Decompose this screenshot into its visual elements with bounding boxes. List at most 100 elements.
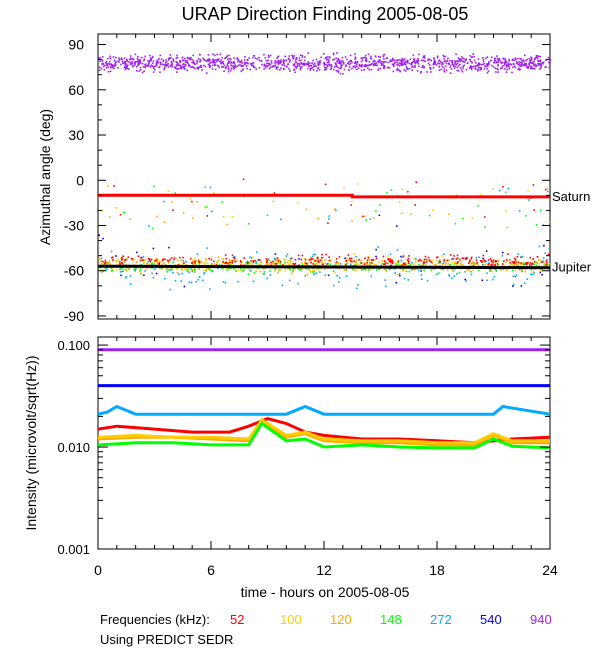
scatter-point [444,65,447,67]
scatter-point [536,64,538,67]
scatter-point [531,263,533,265]
scatter-point [191,66,194,68]
scatter-point [279,260,282,263]
scatter-point [209,65,212,67]
scatter-point [394,59,396,61]
scatter-point [243,267,246,270]
scatter-point [433,62,436,64]
scatter-point [247,261,250,264]
scatter-point [317,66,320,69]
scatter-point [142,256,145,258]
scatter-point [214,54,216,57]
scatter-point [179,256,181,259]
scatter-point [518,63,521,65]
scatter-point [307,52,310,54]
scatter-point [244,56,246,58]
scatter-point [129,218,131,221]
scatter-point [354,60,357,63]
scatter-point [264,267,266,270]
scatter-point [409,58,412,60]
scatter-point [393,59,395,62]
scatter-point [513,258,516,261]
scatter-point [471,256,473,259]
scatter-point [203,270,205,272]
scatter-point [118,57,120,60]
scatter-point [298,264,300,266]
scatter-point [427,256,430,259]
scatter-point [173,66,176,68]
scatter-point [274,268,276,271]
scatter-point [492,261,494,264]
scatter-point [422,264,425,266]
scatter-point [191,267,193,269]
scatter-point [169,258,171,261]
scatter-point [121,270,124,273]
scatter-point [232,66,234,69]
scatter-point [180,67,182,70]
scatter-point [218,66,221,69]
scatter-point [334,62,337,64]
scatter-point [191,269,194,271]
scatter-point [196,201,198,203]
scatter-point [214,62,216,64]
scatter-point [410,63,412,65]
scatter-point [482,254,485,257]
scatter-point [186,61,189,64]
scatter-point [240,65,243,67]
scatter-point [448,213,450,216]
scatter-point [458,271,461,274]
scatter-point [547,190,549,193]
scatter-point [112,256,114,259]
scatter-point [429,68,432,70]
scatter-point [337,264,339,266]
scatter-point [339,72,342,75]
scatter-point [313,269,316,272]
scatter-point [185,264,187,266]
scatter-point [389,268,391,271]
scatter-point [454,65,457,68]
scatter-point [304,258,306,260]
scatter-point [132,58,135,61]
scatter-point [171,201,173,203]
scatter-point [144,258,146,261]
source-note: Using PREDICT SEDR [100,632,234,647]
scatter-point [397,273,399,276]
scatter-point [543,262,546,265]
scatter-point [507,64,510,67]
scatter-point [299,269,301,271]
scatter-point [122,62,124,64]
scatter-point [276,56,279,58]
scatter-point [521,269,524,272]
scatter-point [125,58,128,61]
scatter-point [432,259,434,261]
time-axis-label: time - hours on 2005-08-05 [241,584,410,600]
scatter-point [182,64,184,66]
scatter-point [309,269,311,272]
scatter-point [440,68,443,71]
scatter-point [537,262,539,265]
scatter-point [366,262,368,264]
scatter-point [151,227,154,230]
scatter-point [229,259,232,261]
scatter-point [401,264,403,267]
scatter-point [487,70,490,72]
scatter-point [221,62,224,64]
scatter-point [205,258,207,260]
scatter-point [423,258,426,261]
scatter-point [208,257,210,260]
scatter-point [307,65,310,67]
scatter-point [379,61,382,63]
scatter-point [427,58,430,61]
scatter-point [398,201,401,203]
scatter-point [497,61,499,64]
scatter-point [135,60,137,63]
scatter-point [316,256,319,259]
scatter-point [145,262,148,265]
scatter-point [475,256,478,259]
scatter-point [388,260,391,262]
scatter-point [529,256,532,259]
scatter-point [124,67,127,70]
scatter-point [491,278,494,281]
scatter-point [176,54,178,57]
scatter-point [108,263,111,265]
